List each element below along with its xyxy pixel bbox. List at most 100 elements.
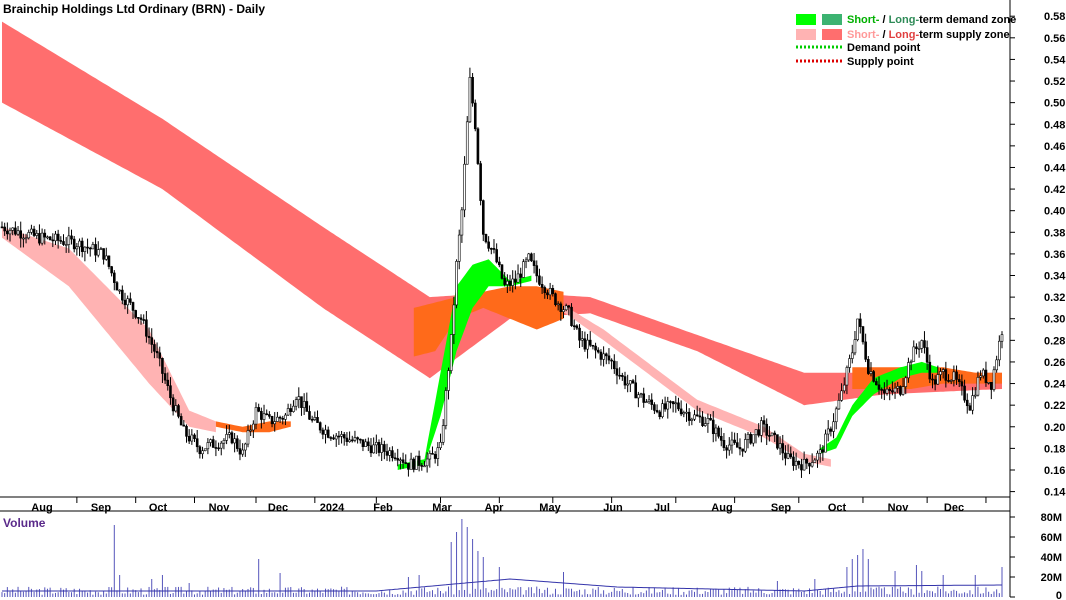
volume-tick-label: 60M bbox=[1041, 532, 1062, 544]
candle-body bbox=[163, 373, 167, 381]
candle-body bbox=[615, 368, 619, 376]
candle-body bbox=[663, 403, 667, 410]
candle-body bbox=[979, 375, 982, 378]
candle-body bbox=[158, 352, 162, 359]
candle-body bbox=[481, 200, 485, 235]
x-tick-label: Jun bbox=[603, 502, 623, 514]
candle-body bbox=[129, 298, 132, 303]
candle-body bbox=[182, 424, 186, 427]
candle-body bbox=[59, 240, 63, 242]
candle-body bbox=[265, 413, 269, 416]
candle-body bbox=[909, 361, 913, 363]
candle-body bbox=[540, 284, 544, 288]
y-tick-label: 0.52 bbox=[1044, 76, 1065, 88]
x-tick-label: Aug bbox=[711, 502, 732, 514]
candle-body bbox=[562, 309, 565, 312]
candle-body bbox=[760, 420, 763, 436]
candle-body bbox=[139, 317, 143, 320]
candle-body bbox=[169, 385, 172, 399]
candle-body bbox=[479, 163, 482, 201]
candle-body bbox=[834, 408, 838, 423]
candle-body bbox=[495, 249, 498, 263]
candle-body bbox=[506, 280, 509, 285]
candle-body bbox=[931, 378, 934, 381]
candle-body bbox=[604, 353, 608, 357]
candle-body bbox=[433, 454, 437, 459]
candle-body bbox=[294, 399, 298, 407]
candle-body bbox=[356, 437, 359, 440]
candle-body bbox=[995, 359, 998, 371]
candle-body bbox=[621, 375, 624, 377]
candle-body bbox=[650, 399, 654, 405]
candle-body bbox=[388, 450, 392, 456]
candle-body bbox=[861, 326, 865, 343]
candle-body bbox=[949, 380, 953, 382]
candle-body bbox=[153, 344, 156, 352]
candle-body bbox=[310, 419, 314, 421]
candle-body bbox=[171, 397, 175, 412]
candle-body bbox=[393, 457, 397, 460]
candle-body bbox=[83, 246, 87, 252]
candle-body bbox=[941, 369, 945, 372]
candle-body bbox=[431, 453, 434, 455]
candle-body bbox=[219, 442, 223, 449]
candle-body bbox=[872, 371, 875, 382]
candle-body bbox=[372, 444, 375, 454]
candle-body bbox=[695, 414, 699, 417]
x-tick-label: Jul bbox=[654, 502, 670, 514]
candle-body bbox=[471, 77, 474, 104]
candle-body bbox=[353, 437, 357, 441]
x-tick-label: Apr bbox=[485, 502, 505, 514]
candle-body bbox=[725, 447, 728, 451]
y-tick-label: 0.48 bbox=[1044, 119, 1065, 131]
candle-body bbox=[567, 305, 571, 308]
candle-body bbox=[642, 393, 646, 403]
candle-body bbox=[816, 452, 819, 461]
candle-body bbox=[722, 440, 726, 448]
candle-body bbox=[602, 353, 605, 360]
candle-body bbox=[623, 376, 627, 386]
candle-body bbox=[618, 374, 621, 377]
y-tick-label: 0.28 bbox=[1044, 335, 1065, 347]
candle-body bbox=[768, 435, 771, 437]
candle-body bbox=[457, 234, 461, 262]
candle-body bbox=[701, 416, 704, 426]
candle-body bbox=[345, 437, 349, 442]
candle-body bbox=[896, 386, 900, 389]
candle-body bbox=[38, 233, 41, 244]
candle-body bbox=[717, 427, 720, 437]
candle-body bbox=[249, 429, 252, 432]
candle-body bbox=[730, 439, 734, 446]
y-tick-label: 0.26 bbox=[1044, 357, 1065, 369]
candle-body bbox=[455, 261, 458, 306]
candle-body bbox=[631, 380, 635, 384]
candle-body bbox=[137, 317, 140, 319]
candle-body bbox=[187, 436, 191, 442]
candle-body bbox=[957, 379, 961, 382]
candle-body bbox=[682, 412, 686, 415]
candle-body bbox=[417, 455, 421, 466]
candle-body bbox=[383, 444, 386, 452]
candle-body bbox=[70, 235, 73, 240]
candle-body bbox=[260, 410, 263, 420]
candle-body bbox=[96, 249, 100, 256]
candle-body bbox=[409, 458, 413, 470]
candle-body bbox=[971, 395, 974, 411]
candle-body bbox=[877, 384, 881, 390]
candle-body bbox=[933, 379, 937, 385]
candle-body bbox=[297, 396, 301, 400]
candle-body bbox=[238, 448, 242, 455]
candle-body bbox=[377, 442, 381, 453]
candle-body bbox=[476, 128, 480, 164]
candle-body bbox=[944, 369, 948, 381]
candle-body bbox=[318, 422, 322, 431]
y-tick-label: 0.42 bbox=[1044, 184, 1065, 196]
y-tick-label: 0.34 bbox=[1044, 271, 1066, 283]
zone-bands bbox=[2, 21, 1002, 470]
candle-body bbox=[992, 369, 996, 390]
candle-body bbox=[527, 253, 531, 261]
candle-body bbox=[645, 401, 648, 404]
candle-body bbox=[626, 383, 629, 386]
candle-body bbox=[548, 288, 552, 296]
